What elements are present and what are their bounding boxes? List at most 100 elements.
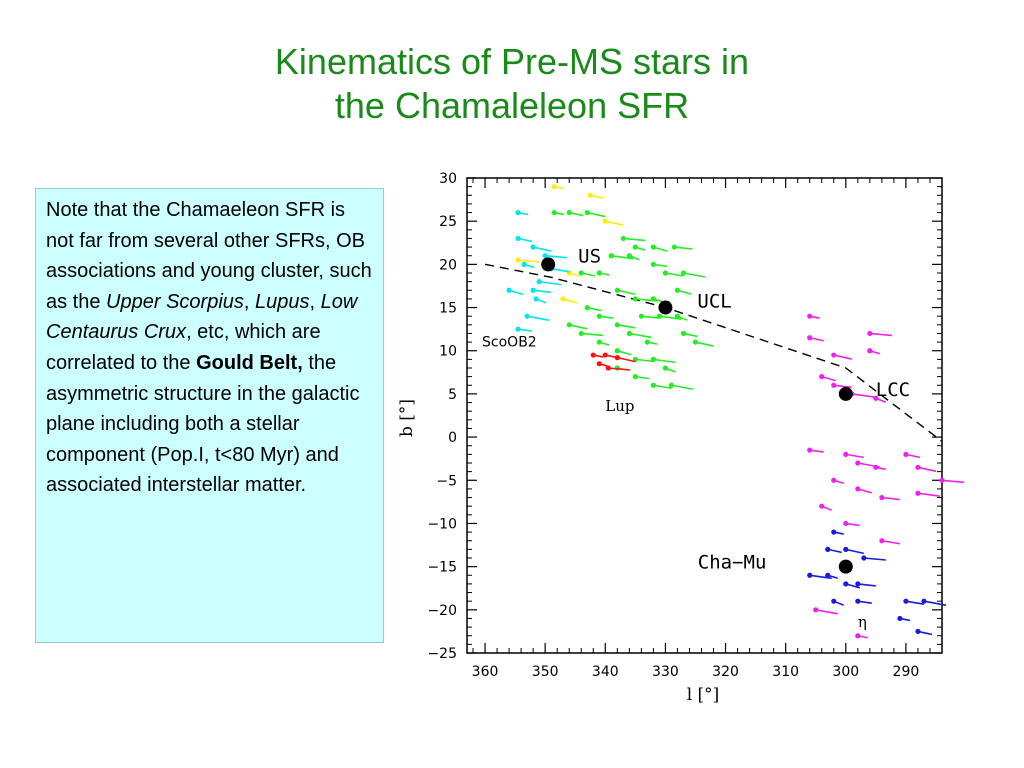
star-point [584, 304, 590, 311]
star-point [551, 209, 557, 216]
star-point [807, 313, 813, 319]
star-point [825, 572, 831, 578]
star-point [903, 598, 909, 604]
star-point [596, 313, 602, 319]
star-point [680, 270, 687, 276]
star-point [614, 287, 620, 293]
star-point [650, 356, 656, 362]
group-center-label: LCC [876, 379, 910, 401]
star-motion-vector [608, 367, 631, 371]
region-label: Lup [605, 397, 634, 415]
y-tick-label: −5 [436, 473, 457, 489]
star-point [650, 296, 656, 302]
star-motion-vector [581, 332, 604, 337]
star-point [533, 296, 539, 302]
note-text: , [243, 290, 256, 313]
star-point [903, 451, 909, 457]
star-point [632, 296, 638, 302]
x-tick-label: 350 [532, 664, 559, 680]
plot-area: 360 350 340 330 320 310 300 290 30 25 20 15 10 5 0 −5 −1… [427, 171, 965, 680]
note-text: the asymmetric structure in the galactic… [46, 351, 360, 497]
note-lupus: Lupus [255, 290, 310, 313]
star-motion-vector [863, 557, 886, 561]
star-motion-vector [671, 384, 694, 391]
star-point [831, 529, 837, 535]
star-point [620, 235, 626, 242]
star-point [939, 477, 945, 483]
slide-title: Kinematics of Pre-MS stars in the Chamal… [0, 40, 1024, 128]
group-center-marker [658, 300, 673, 315]
star-point [584, 209, 590, 216]
star-point [897, 615, 903, 622]
star-motion-vector [551, 267, 570, 273]
star-motion-vector [653, 384, 672, 390]
note-upper-scorpius: Upper Scorpius [106, 290, 244, 313]
star-point [536, 279, 542, 285]
star-motion-vector [539, 280, 562, 286]
star-point [596, 339, 602, 345]
star-point [530, 287, 536, 293]
star-point [879, 538, 885, 544]
star-point [861, 555, 867, 561]
y-tick-label: 30 [439, 171, 457, 187]
y-tick-label: −20 [427, 603, 457, 619]
star-point [867, 330, 873, 337]
star-point [843, 451, 849, 457]
star-point [831, 477, 837, 483]
star-point [515, 257, 521, 263]
group-center-label: US [578, 245, 601, 267]
note-text-box: Note that the Chamaeleon SFR is not far … [35, 188, 384, 643]
star-point [813, 607, 819, 613]
star-point [831, 382, 837, 388]
star-point [578, 330, 584, 337]
star-motion-vector [629, 332, 652, 339]
star-motion-vector [923, 600, 947, 606]
star-point [542, 253, 548, 259]
star-motion-vector [587, 211, 606, 218]
y-tick-label: −15 [427, 560, 457, 576]
x-tick-label: 330 [652, 664, 679, 680]
star-point [521, 261, 527, 267]
region-label: η [858, 613, 867, 631]
y-tick-label: −25 [427, 646, 457, 662]
star-point [831, 598, 837, 604]
title-line-1: Kinematics of Pre-MS stars in [274, 41, 750, 82]
star-point [855, 581, 861, 587]
note-low-centaurus-crux: Low Centaurus Crux [46, 290, 358, 344]
star-point [515, 326, 521, 332]
star-motion-vector [917, 492, 941, 498]
star-motion-vector [941, 479, 965, 484]
star-motion-vector [532, 246, 552, 252]
star-point [873, 395, 879, 401]
star-point [506, 287, 512, 293]
star-point [656, 313, 663, 319]
star-point [825, 546, 831, 552]
star-point [921, 598, 927, 604]
star-motion-vector [881, 539, 901, 545]
x-tick-label: 310 [772, 664, 799, 680]
star-motion-vector [674, 246, 693, 250]
x-tick-label: 300 [832, 664, 859, 680]
star-point [867, 348, 873, 354]
group-center-marker [541, 257, 556, 272]
star-point [524, 313, 530, 319]
note-text: Note that the Chamaeleon SFR is not far … [46, 199, 372, 313]
star-point [638, 313, 644, 319]
star-point [671, 244, 678, 250]
star-point [807, 335, 813, 341]
star-motion-vector [881, 496, 900, 501]
y-tick-label: 15 [439, 301, 457, 317]
y-tick-label: −10 [427, 516, 457, 532]
star-point [807, 572, 813, 578]
star-point [674, 287, 681, 293]
star-point [855, 598, 861, 604]
star-motion-vector [809, 574, 832, 580]
star-point [596, 361, 602, 367]
star-point [602, 352, 608, 358]
star-motion-vector [845, 548, 864, 555]
star-point [819, 503, 825, 509]
star-point [819, 374, 825, 380]
star-motion-vector [851, 393, 874, 398]
star-motion-vector [857, 583, 876, 587]
group-center-label: UCL [697, 291, 731, 313]
